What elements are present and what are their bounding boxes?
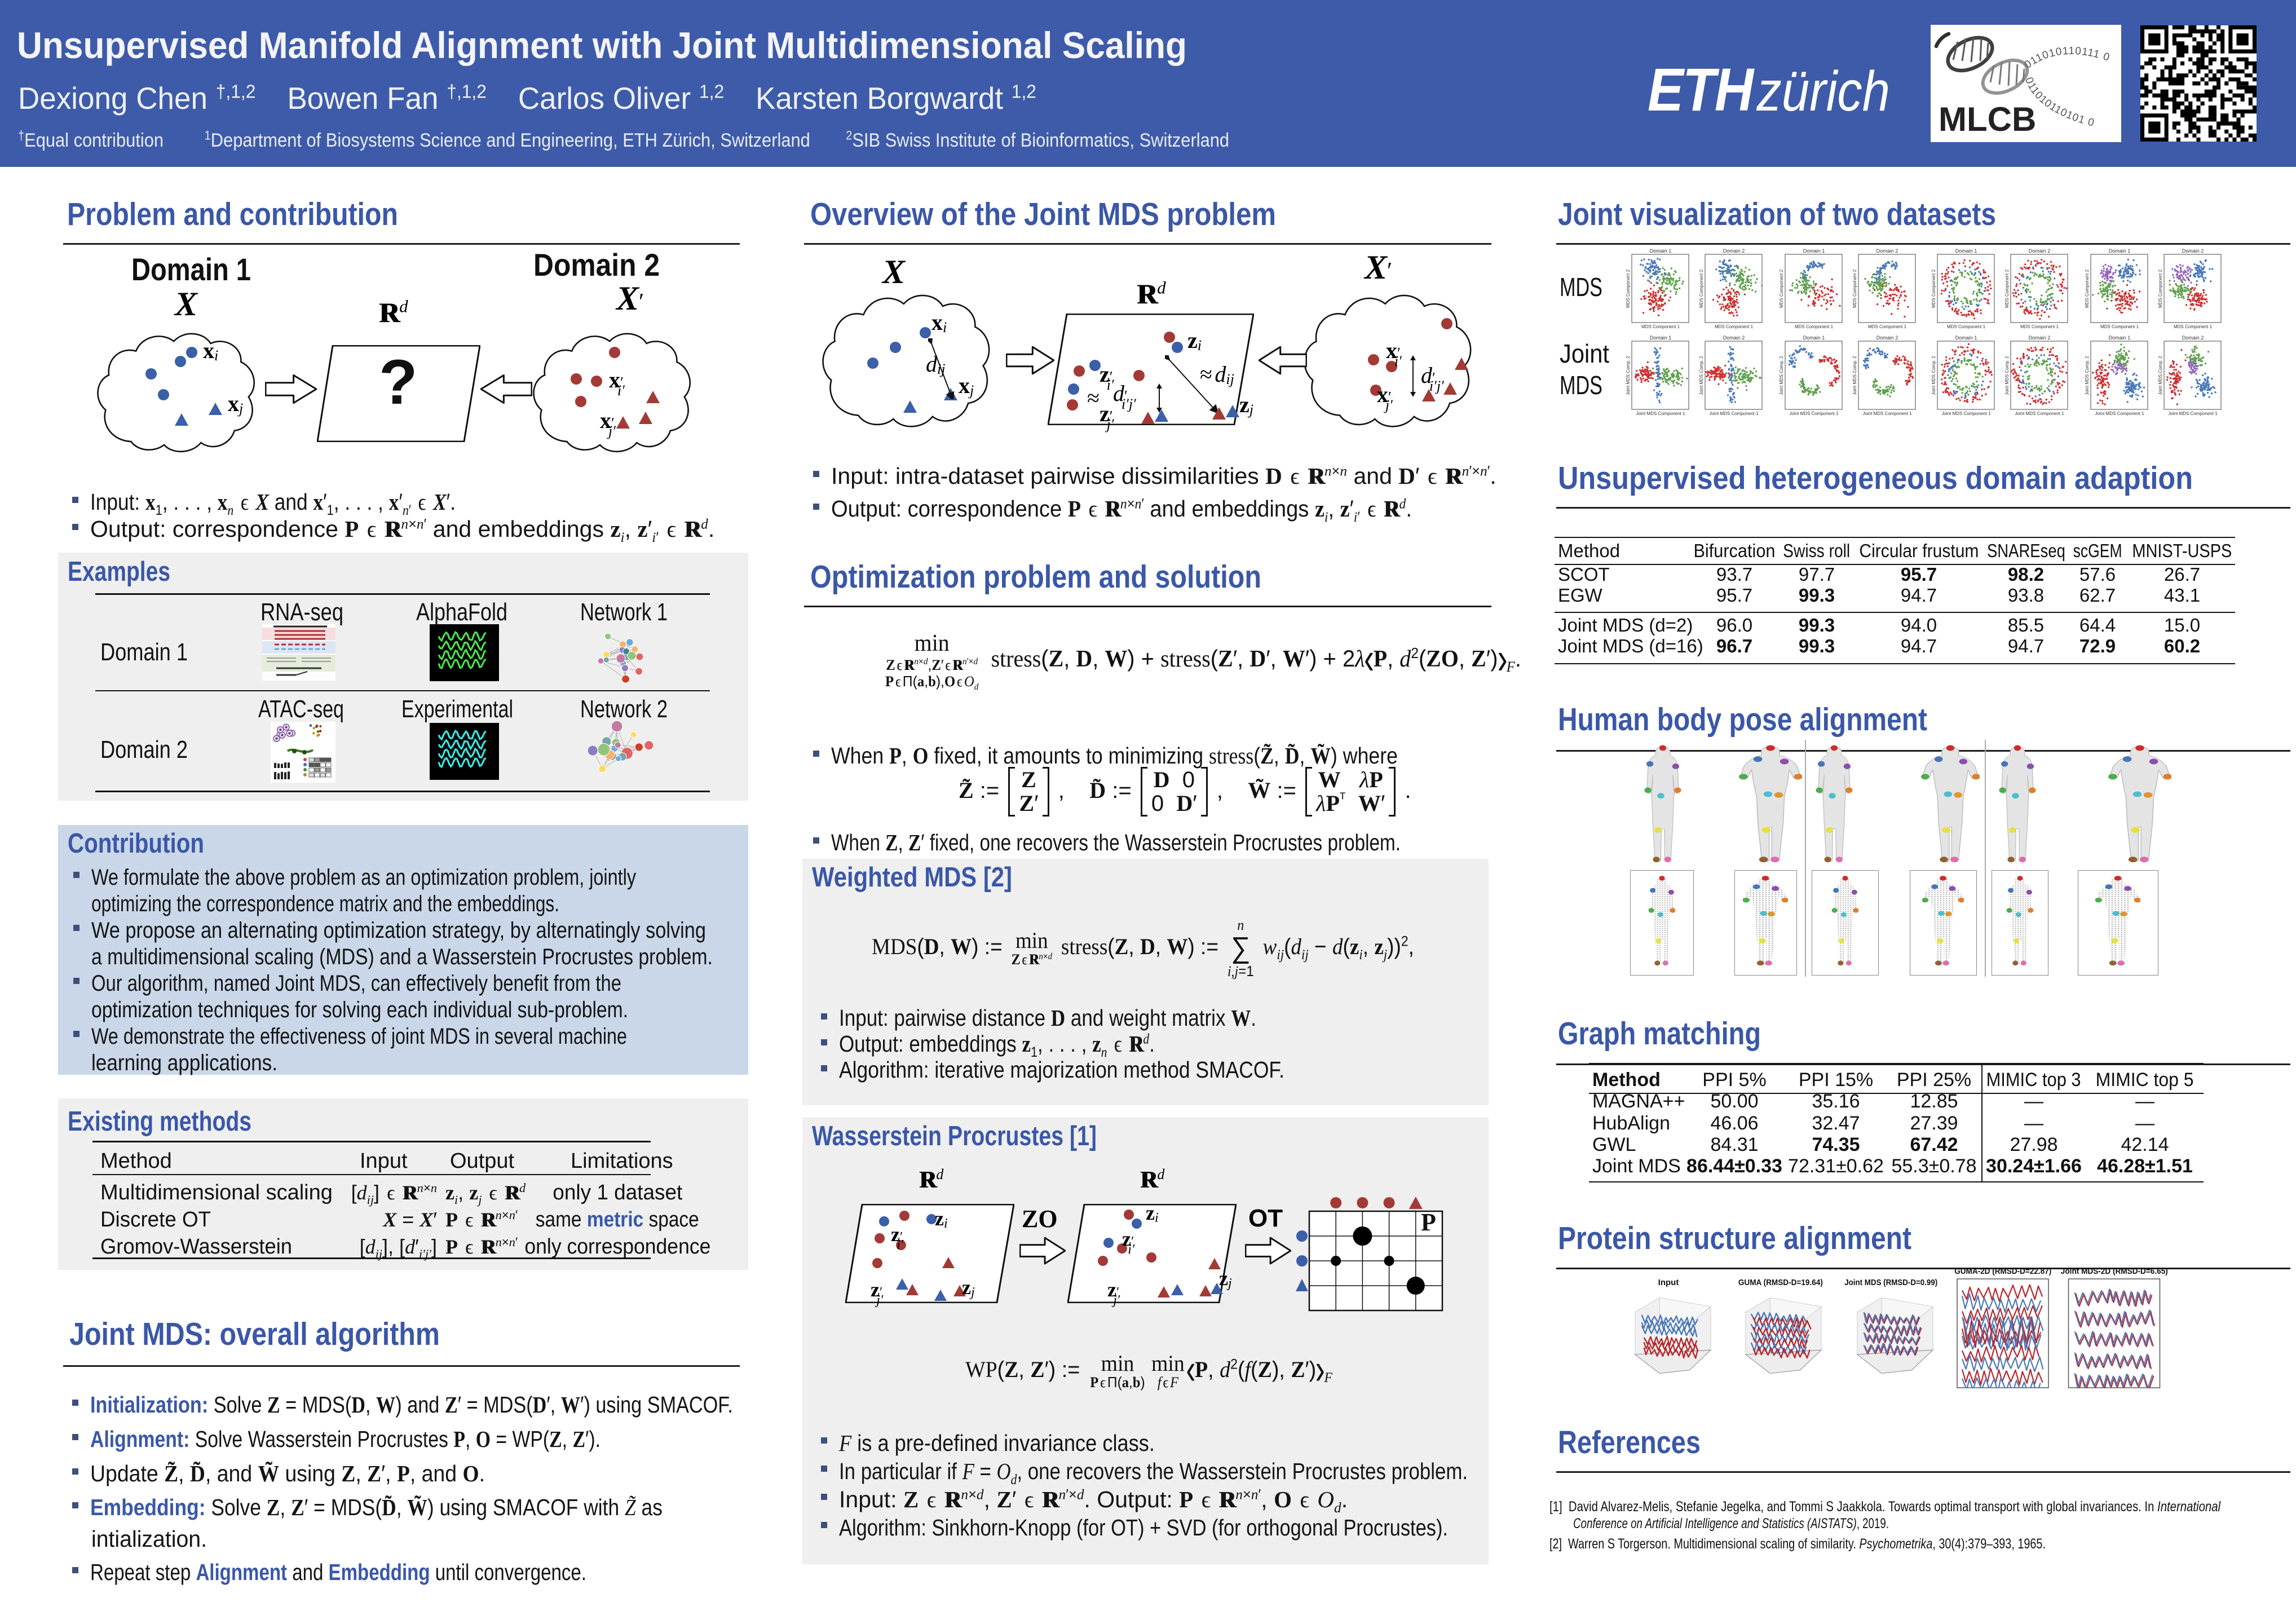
svg-text:Joint MDS Component 1: Joint MDS Component 1 <box>2015 411 2064 416</box>
svg-text:Domain 1: Domain 1 <box>1650 335 1672 341</box>
svg-text:Joint MDS Component 1: Joint MDS Component 1 <box>1862 411 1912 416</box>
svg-text:Joint MDS Comp. 2: Joint MDS Comp. 2 <box>1699 356 1704 395</box>
svg-text:Joint MDS Component 1: Joint MDS Component 1 <box>1789 411 1839 416</box>
svg-text:Domain 2: Domain 2 <box>1723 248 1745 254</box>
svg-text:MDS Component 2: MDS Component 2 <box>1699 269 1704 308</box>
svg-text:Joint MDS Comp. 2: Joint MDS Comp. 2 <box>2158 356 2163 395</box>
svg-text:MDS Component 1: MDS Component 1 <box>1641 324 1680 329</box>
svg-text:MDS Component 2: MDS Component 2 <box>1780 269 1784 308</box>
svg-text:Domain 1: Domain 1 <box>2109 248 2131 254</box>
svg-text:Domain 2: Domain 2 <box>2029 248 2051 254</box>
svg-text:MDS Component 1: MDS Component 1 <box>1795 324 1834 329</box>
svg-text:Joint MDS Comp. 2: Joint MDS Comp. 2 <box>2085 356 2090 395</box>
svg-text:Domain 2: Domain 2 <box>1876 335 1898 341</box>
svg-text:Domain 1: Domain 1 <box>1955 335 1977 341</box>
svg-text:Domain 2: Domain 2 <box>1876 248 1898 254</box>
svg-text:Domain 2: Domain 2 <box>2182 335 2204 341</box>
svg-text:Domain 2: Domain 2 <box>2182 248 2204 254</box>
svg-text:MDS Component 1: MDS Component 1 <box>2174 324 2213 329</box>
svg-text:MDS Component 2: MDS Component 2 <box>1626 269 1631 308</box>
svg-text:Joint MDS Comp. 2: Joint MDS Comp. 2 <box>1932 356 1936 395</box>
svg-text:MDS Component 2: MDS Component 2 <box>2005 269 2010 308</box>
svg-text:MDS Component 1: MDS Component 1 <box>1947 324 1986 329</box>
svg-text:Joint MDS Component 1: Joint MDS Component 1 <box>2095 411 2144 416</box>
svg-text:Joint MDS Component 1: Joint MDS Component 1 <box>1709 411 1759 416</box>
svg-text:Joint MDS Comp. 2: Joint MDS Comp. 2 <box>2005 356 2010 395</box>
svg-text:MDS Component 2: MDS Component 2 <box>1853 269 1857 308</box>
svg-text:Joint MDS Comp. 2: Joint MDS Comp. 2 <box>1853 356 1857 395</box>
svg-text:Domain 1: Domain 1 <box>1650 248 1672 254</box>
svg-text:MLCB: MLCB <box>1939 100 2036 138</box>
svg-text:Joint MDS Comp. 2: Joint MDS Comp. 2 <box>1626 356 1631 395</box>
svg-text:MDS Component 2: MDS Component 2 <box>1932 269 1936 308</box>
svg-text:Domain 2: Domain 2 <box>1723 335 1745 341</box>
svg-text:Domain 1: Domain 1 <box>2109 335 2131 341</box>
svg-text:Domain 1: Domain 1 <box>1955 248 1977 254</box>
svg-text:Domain 1: Domain 1 <box>1803 248 1825 254</box>
svg-text:Joint MDS Component 1: Joint MDS Component 1 <box>1636 411 1685 416</box>
svg-text:MDS Component 1: MDS Component 1 <box>1715 324 1754 329</box>
svg-text:Joint MDS Component 1: Joint MDS Component 1 <box>1941 411 1991 416</box>
svg-text:Domain 2: Domain 2 <box>2029 335 2051 341</box>
svg-text:P: P <box>1421 1208 1436 1236</box>
svg-text:MDS Component 1: MDS Component 1 <box>1868 324 1907 329</box>
svg-text:MDS Component 1: MDS Component 1 <box>2020 324 2059 329</box>
svg-text:MDS Component 2: MDS Component 2 <box>2085 269 2090 308</box>
svg-text:Joint MDS Comp. 2: Joint MDS Comp. 2 <box>1780 356 1784 395</box>
svg-text:MDS Component 2: MDS Component 2 <box>2158 269 2163 308</box>
svg-text:Joint MDS Component 1: Joint MDS Component 1 <box>2168 411 2218 416</box>
svg-text:Domain 1: Domain 1 <box>1803 335 1825 341</box>
svg-text:MDS Component 1: MDS Component 1 <box>2100 324 2139 329</box>
